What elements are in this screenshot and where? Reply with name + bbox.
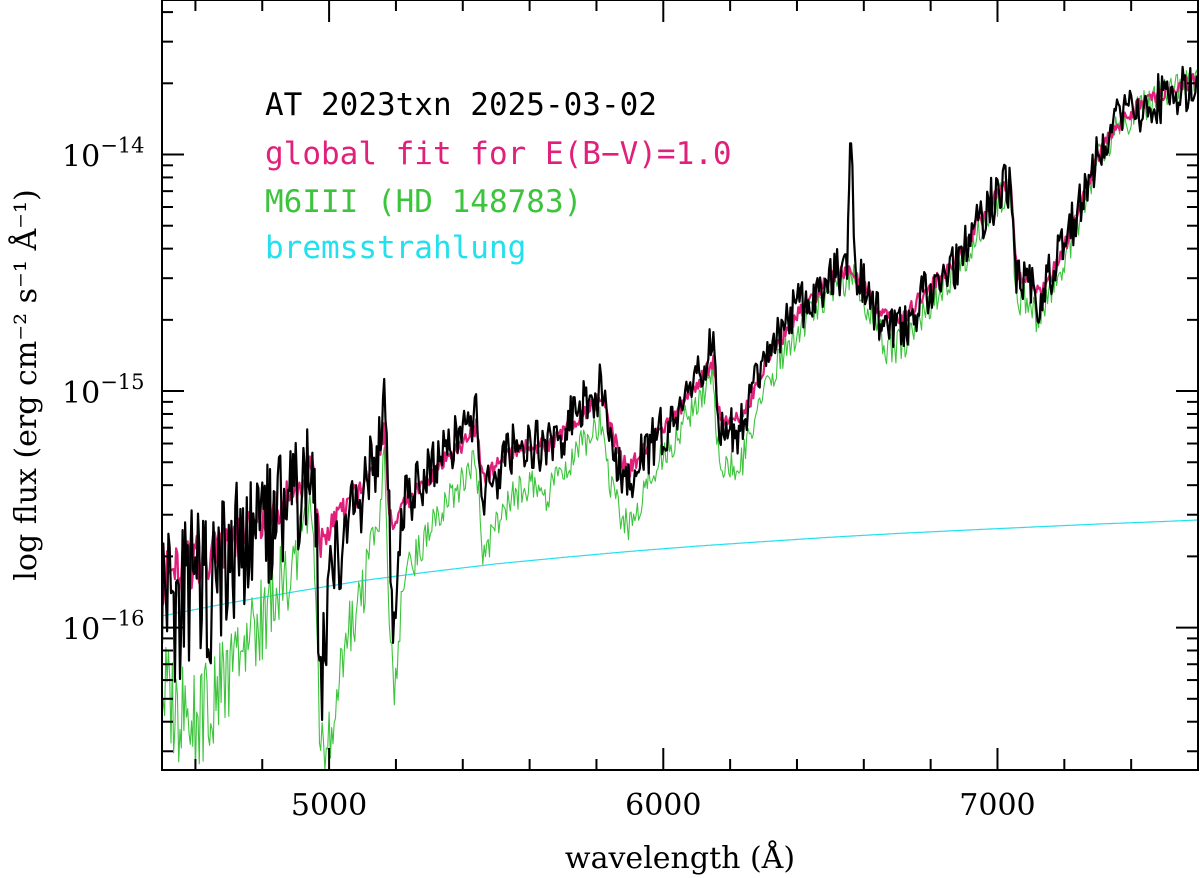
ticks-layer	[162, 0, 1199, 770]
x-axis-title: wavelength (Å)	[565, 840, 795, 876]
series-layer	[162, 65, 1198, 770]
legend-entry-m6iii: M6III (HD 148783)	[265, 184, 582, 220]
y-axis-title: log flux (erg cm⁻² s⁻¹ Å⁻¹)	[8, 189, 44, 580]
legend-entry-bremsstrahlung: bremsstrahlung	[265, 230, 526, 266]
series-line-0	[162, 65, 1198, 722]
tick-labels: 5000 6000 7000 10−16 10−15 10−14	[62, 134, 1036, 823]
legend: AT 2023txn 2025-03-02 global fit for E(B…	[265, 87, 732, 266]
series-line-2	[162, 69, 1198, 770]
plot-frame	[161, 0, 1199, 771]
x-tick-label-7000: 7000	[959, 788, 1035, 823]
legend-entry-observed: AT 2023txn 2025-03-02	[265, 87, 657, 123]
x-tick-label-5000: 5000	[291, 788, 367, 823]
y-tick-label-−14: 10−14	[62, 134, 145, 175]
y-tick-label-−15: 10−15	[62, 370, 145, 411]
y-tick-label-−16: 10−16	[62, 607, 145, 648]
legend-entry-global-fit: global fit for E(B−V)=1.0	[265, 136, 732, 172]
x-tick-label-6000: 6000	[625, 788, 701, 823]
